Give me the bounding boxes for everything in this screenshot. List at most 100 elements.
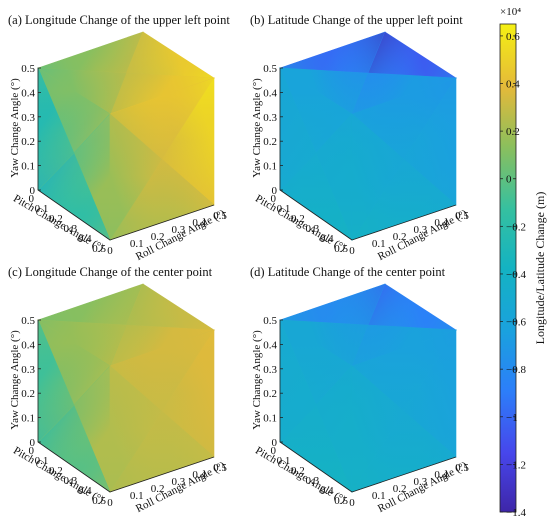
x-tick-label: 0.4 — [434, 469, 448, 481]
z-tick-label: 0.2 — [263, 388, 277, 400]
cube-left-face — [37, 67, 111, 241]
colorbar-label: Longitude/Latitude Change (m) — [533, 192, 547, 345]
x-axis-line — [351, 204, 457, 241]
x-tick-label: 0 — [349, 497, 355, 509]
y-tick-label: 0.4 — [320, 233, 334, 245]
panel-4: (d) Latitude Change of the center point 0… — [250, 265, 470, 515]
colorbar-tick-label: −1.4 — [506, 507, 526, 519]
z-tick-label: 0.3 — [21, 112, 35, 124]
y-tick-label: 0 — [29, 445, 35, 457]
y-axis-line — [37, 441, 111, 493]
x-tick-label: 0.5 — [455, 462, 469, 474]
panels: (a) Longitude Change of the upper left p… — [8, 13, 470, 515]
x-tick-label: 0.5 — [455, 210, 469, 222]
cube-right-face — [351, 76, 457, 242]
cube-right-face — [109, 76, 215, 242]
z-tick-label: 0.1 — [21, 161, 35, 173]
z-tick-label: 0.5 — [263, 63, 277, 75]
z-tick-label: 0 — [30, 437, 36, 449]
y-tick-label: 0.1 — [277, 455, 291, 467]
x-tick-label: 0.3 — [172, 224, 186, 236]
z-tick-label: 0.5 — [21, 63, 35, 75]
panel-3: (c) Longitude Change of the center point… — [8, 265, 228, 515]
panel-2: (b) Latitude Change of the upper left po… — [250, 13, 470, 263]
y-axis-line — [279, 441, 353, 493]
x-tick-label: 0.3 — [172, 476, 186, 488]
z-tick-label: 0.4 — [21, 339, 35, 351]
y-tick-label: 0.5 — [334, 243, 348, 255]
z-tick-label: 0.5 — [21, 315, 35, 327]
x-tick-label: 0.1 — [372, 238, 386, 250]
cube-top-face — [278, 283, 458, 367]
y-tick-label: 0.3 — [63, 475, 77, 487]
z-tick-label: 0.1 — [263, 161, 277, 173]
cube-right-face — [109, 328, 215, 494]
z-tick-label: 0 — [30, 185, 36, 197]
colorbar-tick-label: 0.4 — [506, 79, 520, 91]
cube-top-face — [36, 283, 216, 367]
z-tick-label: 0.5 — [263, 315, 277, 327]
y-tick-label: 0.2 — [291, 213, 305, 225]
colorbar-tick-label: −1 — [506, 412, 518, 424]
x-tick-label: 0.1 — [130, 238, 144, 250]
z-tick-label: 0.1 — [263, 413, 277, 425]
y-tick-label: 0.5 — [334, 495, 348, 507]
colorbar: ×10⁴ 0.6 0.4 0.2 0 −0.2 −0.4 −0.6 −0.8 −1 −1.2 −1.… — [499, 6, 547, 519]
x-tick-label: 0.4 — [192, 217, 206, 229]
x-tick-label: 0 — [349, 245, 355, 257]
y-tick-label: 0 — [29, 193, 35, 205]
z-axis-label: Yaw Change Angle (°) — [9, 78, 21, 178]
x-tick-label: 0.3 — [414, 476, 428, 488]
panel-title: (c) Longitude Change of the center point — [8, 265, 213, 279]
panel-title: (a) Longitude Change of the upper left p… — [8, 13, 230, 27]
x-tick-label: 0 — [107, 245, 113, 257]
x-tick-label: 0.1 — [130, 490, 144, 502]
colorbar-tick-label: −0.8 — [506, 364, 526, 376]
z-tick-label: 0.4 — [263, 87, 277, 99]
x-tick-label: 0.2 — [151, 231, 165, 243]
z-axis-label: Yaw Change Angle (°) — [251, 78, 263, 178]
colorbar-tick-label: 0 — [506, 174, 512, 186]
cube-left-face — [279, 67, 353, 241]
x-tick-label: 0.2 — [393, 231, 407, 243]
y-tick-label: 0 — [271, 445, 277, 457]
y-tick-label: 0.5 — [92, 495, 106, 507]
panel-1: (a) Longitude Change of the upper left p… — [8, 13, 230, 263]
colorbar-tick-label: −0.6 — [506, 317, 526, 329]
x-tick-label: 0 — [107, 497, 113, 509]
z-tick-label: 0.2 — [21, 136, 35, 148]
y-tick-label: 0.4 — [78, 485, 92, 497]
x-axis-line — [109, 204, 215, 241]
z-tick-label: 0.3 — [21, 364, 35, 376]
panel-title: (b) Latitude Change of the upper left po… — [250, 13, 463, 27]
y-axis-line — [279, 189, 353, 241]
y-tick-label: 0.3 — [305, 223, 319, 235]
y-tick-label: 0.3 — [305, 475, 319, 487]
y-tick-label: 0.1 — [35, 203, 49, 215]
cube-right-face — [351, 328, 457, 494]
z-tick-label: 0 — [272, 185, 278, 197]
z-tick-label: 0 — [272, 437, 278, 449]
x-tick-label: 0.5 — [213, 462, 227, 474]
x-axis-line — [109, 456, 215, 493]
y-tick-label: 0.4 — [320, 485, 334, 497]
cube-left-face — [37, 319, 111, 493]
z-tick-label: 0.2 — [21, 388, 35, 400]
x-tick-label: 0.1 — [372, 490, 386, 502]
colorbar-tick-label: −0.2 — [506, 221, 526, 233]
z-tick-label: 0.1 — [21, 413, 35, 425]
colorbar-gradient — [499, 23, 517, 513]
colorbar-tick-label: −0.4 — [506, 269, 526, 281]
y-tick-label: 0.2 — [291, 465, 305, 477]
y-tick-label: 0.2 — [49, 213, 63, 225]
colorbar-exponent: ×10⁴ — [500, 6, 521, 18]
x-tick-label: 0.4 — [192, 469, 206, 481]
x-tick-label: 0.2 — [393, 483, 407, 495]
colorbar-tick-label: −1.2 — [506, 459, 526, 471]
z-tick-label: 0.4 — [263, 339, 277, 351]
colorbar-ticks: 0.6 0.4 0.2 0 −0.2 −0.4 −0.6 −0.8 −1 −1.2 −1.4 — [500, 31, 526, 519]
y-tick-label: 0.3 — [63, 223, 77, 235]
z-tick-label: 0.3 — [263, 364, 277, 376]
z-axis-label: Yaw Change Angle (°) — [251, 330, 263, 430]
